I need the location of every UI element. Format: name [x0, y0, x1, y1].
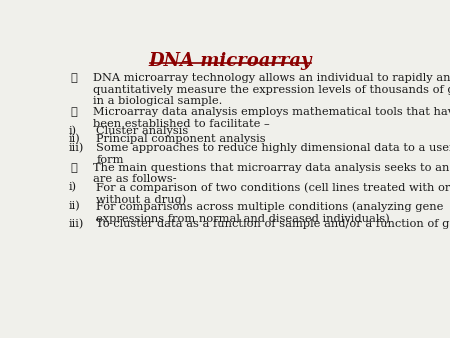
Text: iii): iii) [68, 143, 84, 154]
Text: Some approaches to reduce highly dimensional data to a useful
form: Some approaches to reduce highly dimensi… [96, 143, 450, 165]
Text: i): i) [68, 183, 76, 193]
Text: ✓: ✓ [70, 163, 77, 173]
Text: DNA microarray technology allows an individual to rapidly and
quantitatively mea: DNA microarray technology allows an indi… [93, 73, 450, 106]
Text: For a comparison of two conditions (cell lines treated with or
without a drug): For a comparison of two conditions (cell… [96, 183, 450, 205]
Text: iii): iii) [68, 219, 84, 230]
Text: For comparisons across multiple conditions (analyzing gene
expressions from norm: For comparisons across multiple conditio… [96, 201, 444, 224]
Text: The main questions that microarray data analysis seeks to answer
are as follows-: The main questions that microarray data … [93, 163, 450, 185]
Text: i): i) [68, 126, 76, 136]
Text: Microarray data analysis employs mathematical tools that have
been established t: Microarray data analysis employs mathema… [93, 107, 450, 128]
Text: ii): ii) [68, 201, 80, 212]
Text: Principal component analysis: Principal component analysis [96, 134, 266, 144]
Text: Cluster analysis: Cluster analysis [96, 126, 189, 136]
Text: ii): ii) [68, 134, 80, 145]
Text: To cluster data as a function of sample and/or a function of genes: To cluster data as a function of sample … [96, 219, 450, 230]
Text: ✓: ✓ [70, 73, 77, 83]
Text: ✓: ✓ [70, 107, 77, 117]
Text: DNA microarray: DNA microarray [149, 52, 312, 70]
